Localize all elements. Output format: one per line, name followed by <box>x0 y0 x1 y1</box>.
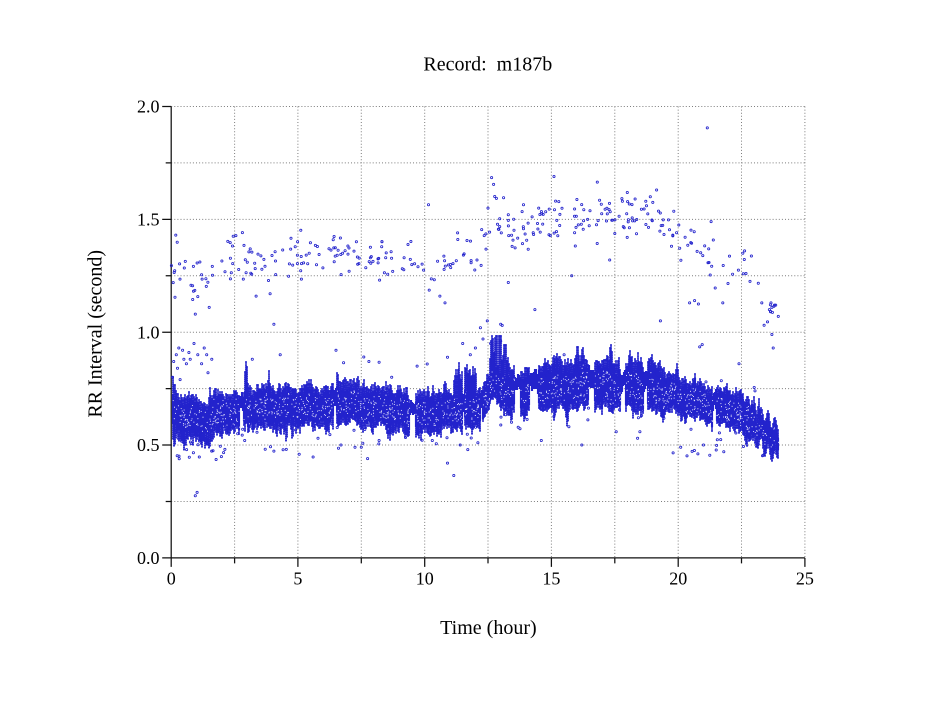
svg-text:20: 20 <box>669 569 687 589</box>
svg-text:15: 15 <box>542 569 560 589</box>
svg-text:1.5: 1.5 <box>137 210 160 230</box>
svg-text:5: 5 <box>293 569 302 589</box>
svg-text:25: 25 <box>796 569 814 589</box>
svg-text:1.0: 1.0 <box>137 322 160 342</box>
svg-text:2.0: 2.0 <box>137 97 160 117</box>
svg-text:10: 10 <box>416 569 434 589</box>
svg-text:Time (hour): Time (hour) <box>440 617 536 639</box>
svg-text:0.0: 0.0 <box>137 548 160 568</box>
svg-text:RR Interval (second): RR Interval (second) <box>85 250 107 418</box>
svg-text:0.5: 0.5 <box>137 435 160 455</box>
svg-text:0: 0 <box>167 569 176 589</box>
svg-text:Record: m187b: Record: m187b <box>423 54 552 76</box>
